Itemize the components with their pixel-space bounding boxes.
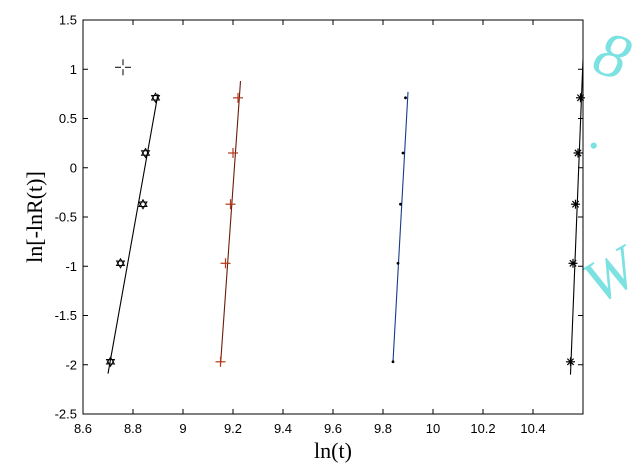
marker-asterisk-arm [574, 149, 582, 157]
marker-asterisk-arm [566, 358, 575, 366]
marker-star-down [105, 359, 116, 368]
data-point [568, 258, 578, 268]
fit-line-3 [392, 91, 409, 362]
x-tick-label: 9.8 [374, 421, 392, 436]
data-point [571, 199, 580, 209]
data-point [228, 147, 238, 158]
series-1-points [105, 92, 161, 368]
data-point [573, 148, 583, 158]
data-point [138, 198, 148, 210]
marker-star-down [140, 150, 151, 159]
marker-star-up [105, 356, 116, 365]
x-tick-label: 9.6 [324, 421, 342, 436]
marker-star-up [140, 147, 151, 156]
y-tick-label: -0.5 [55, 210, 77, 225]
data-point [576, 93, 585, 103]
fit-lines [107, 59, 584, 375]
x-tick-label: 10 [426, 421, 440, 436]
fit-line-1 [107, 93, 159, 374]
marker-star-up [150, 92, 161, 101]
y-tick-label: 1 [70, 62, 77, 77]
data-point [220, 258, 231, 269]
data-point [399, 202, 402, 206]
series-3-points [391, 96, 407, 364]
x-tick-label: 10.4 [520, 421, 545, 436]
marker-dot [396, 261, 400, 265]
marker-asterisk-arm [571, 200, 580, 208]
marker-dot [401, 151, 405, 155]
y-tick-label: 0 [70, 160, 77, 175]
crosshair-marker [115, 59, 131, 76]
svg-text:W: W [572, 232, 637, 317]
marker-star-down [150, 95, 161, 104]
marker-dot [391, 360, 395, 364]
y-axis-label: ln[-lnR(t)] [22, 171, 47, 263]
svg-text:.: . [582, 106, 622, 162]
x-tick-label: 9.2 [224, 421, 242, 436]
series-4-points [566, 93, 585, 367]
data-markers [105, 92, 585, 368]
marker-star-up [115, 257, 126, 267]
data-point [105, 356, 116, 368]
data-point [404, 96, 407, 100]
data-point [566, 357, 575, 367]
svg-text:8: 8 [585, 16, 637, 94]
data-point [225, 199, 236, 210]
data-point [150, 92, 161, 104]
x-tick-label: 8.6 [74, 421, 92, 436]
data-point [115, 257, 126, 269]
y-tick-label: -1.5 [55, 308, 77, 323]
fit-line-4 [569, 59, 584, 375]
y-tick-label: 0.5 [59, 111, 77, 126]
data-point [233, 92, 243, 103]
data-point [396, 261, 400, 265]
y-tick-label: -2 [65, 357, 77, 372]
y-tick-label: -2.5 [55, 407, 77, 422]
y-tick-label: 1.5 [59, 13, 77, 28]
marker-star-up [138, 198, 148, 207]
plot-area [82, 19, 584, 415]
watermark: 8 . W [572, 16, 637, 316]
marker-asterisk-arm [569, 259, 577, 267]
marker-asterisk-arm [576, 94, 585, 102]
x-axis-label: ln(t) [314, 438, 352, 463]
x-tick-label: 9.4 [274, 421, 292, 436]
data-point [140, 147, 151, 159]
x-tick-label: 8.8 [124, 421, 142, 436]
fit-line-2 [219, 81, 242, 365]
series-2-points [215, 92, 243, 367]
axis-ticks: 8.6 8.8 9 9.2 9.4 9.6 9.8 10 10.2 10.4 1.5 1 0.5 0 -0.… [55, 13, 583, 436]
data-point [215, 356, 226, 367]
x-tick-label: 9 [179, 421, 186, 436]
marker-star-down [138, 201, 148, 210]
marker-dot [404, 96, 407, 100]
y-tick-label: -1 [65, 259, 77, 274]
data-point [401, 151, 405, 155]
marker-dot [399, 202, 402, 206]
data-point [391, 360, 395, 364]
marker-star-down [115, 260, 126, 269]
x-tick-label: 10.2 [470, 421, 495, 436]
annotations [115, 59, 131, 76]
